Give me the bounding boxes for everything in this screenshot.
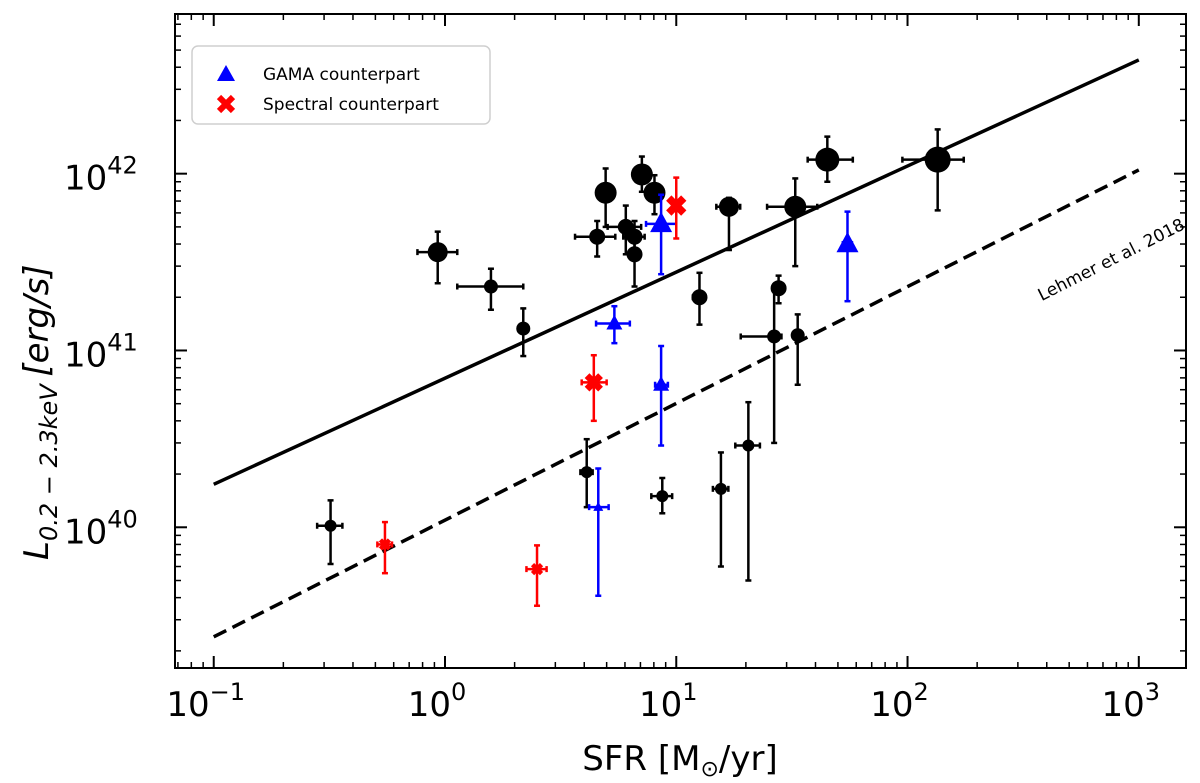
x-marker [666, 195, 687, 216]
data-point-black-18 [734, 400, 762, 582]
circle-marker [924, 146, 951, 173]
circle-marker [656, 490, 669, 503]
data-point-red-1 [580, 353, 608, 423]
data-point-black-14 [901, 128, 965, 212]
data-point-black-10 [691, 271, 708, 326]
triangle-marker [836, 231, 859, 253]
x-axis-label: SFR [M⊙/yr] [582, 739, 777, 782]
x-tick-label: 103 [1102, 678, 1161, 725]
data-point-blue-4 [587, 467, 610, 597]
y-axis-label: L0.2 − 2.3keV [erg/s] [17, 264, 63, 560]
triangle-marker [606, 314, 623, 330]
series-black [315, 128, 965, 582]
circle-marker [626, 246, 643, 263]
data-point-black-22 [315, 499, 344, 566]
triangle-marker [650, 211, 673, 233]
plot-area: Lehmer et al. 2018 [212, 58, 1188, 639]
legend-box [191, 45, 491, 125]
triangle-marker [653, 375, 670, 391]
triangle-marker [593, 501, 604, 511]
circle-marker [427, 242, 448, 263]
x-marker [530, 563, 544, 576]
data-point-blue-0 [644, 193, 678, 276]
circle-marker [691, 289, 708, 306]
legend: GAMA counterpart Spectral counterpart [191, 45, 491, 125]
data-point-black-19 [711, 451, 730, 568]
data-point-red-3 [525, 544, 548, 607]
data-point-black-5 [630, 155, 653, 194]
data-point-black-9 [626, 230, 643, 288]
x-marker [584, 373, 603, 392]
y-tick-label: 1042 [64, 152, 138, 199]
series-red [376, 176, 687, 607]
data-point-blue-3 [653, 344, 670, 447]
legend-label: Spectral counterpart [263, 95, 439, 115]
x-tick-label: 10−1 [166, 678, 245, 725]
x-tick-label: 101 [639, 678, 698, 725]
legend-x-marker [216, 94, 236, 114]
circle-marker [580, 466, 593, 479]
series-blue [587, 193, 859, 597]
circle-marker [483, 279, 498, 294]
circle-marker [718, 196, 739, 217]
x-marker [378, 538, 392, 551]
x-tick-label: 102 [870, 678, 929, 725]
data-point-black-3 [594, 167, 617, 229]
y-tick-label: 1041 [64, 328, 138, 375]
x-tick-label: 100 [408, 678, 467, 725]
data-point-black-12 [765, 177, 819, 268]
circle-marker [790, 328, 805, 343]
circle-marker [714, 482, 727, 495]
axes: 10−1 100 101 102 103 1040 1041 1042 SFR [M⊙/yr] L… [17, 13, 1187, 782]
data-point-blue-1 [836, 210, 859, 303]
data-point-black-17 [790, 313, 805, 386]
legend-label: GAMA counterpart [263, 65, 420, 85]
data-point-black-2 [516, 307, 531, 358]
circle-marker [742, 439, 755, 452]
plot-frame [174, 13, 1187, 669]
data-point-black-20 [650, 476, 674, 515]
circle-marker [594, 181, 617, 204]
legend-triangle-marker [217, 65, 235, 81]
data-point-black-16 [739, 288, 783, 445]
circle-marker [784, 195, 807, 218]
data-point-black-13 [806, 135, 855, 184]
data-point-black-4 [573, 219, 617, 258]
circle-marker [815, 147, 840, 172]
circle-marker [630, 163, 653, 186]
data-point-black-0 [416, 230, 459, 285]
lehmer-line-label: Lehmer et al. 2018 [1035, 215, 1188, 306]
data-point-black-1 [456, 267, 525, 311]
circle-marker [589, 228, 606, 245]
circle-marker [516, 321, 531, 336]
data-point-black-11 [715, 196, 742, 252]
data-point-blue-2 [594, 304, 632, 345]
data-point-red-0 [666, 176, 687, 240]
circle-marker [324, 519, 337, 532]
lehmer-relation-line [212, 168, 1140, 639]
data-point-red-2 [376, 520, 394, 575]
y-tick-label: 1040 [64, 505, 138, 552]
circle-marker [767, 329, 782, 344]
best-fit-line [213, 58, 1140, 486]
data-point-black-21 [579, 437, 594, 509]
